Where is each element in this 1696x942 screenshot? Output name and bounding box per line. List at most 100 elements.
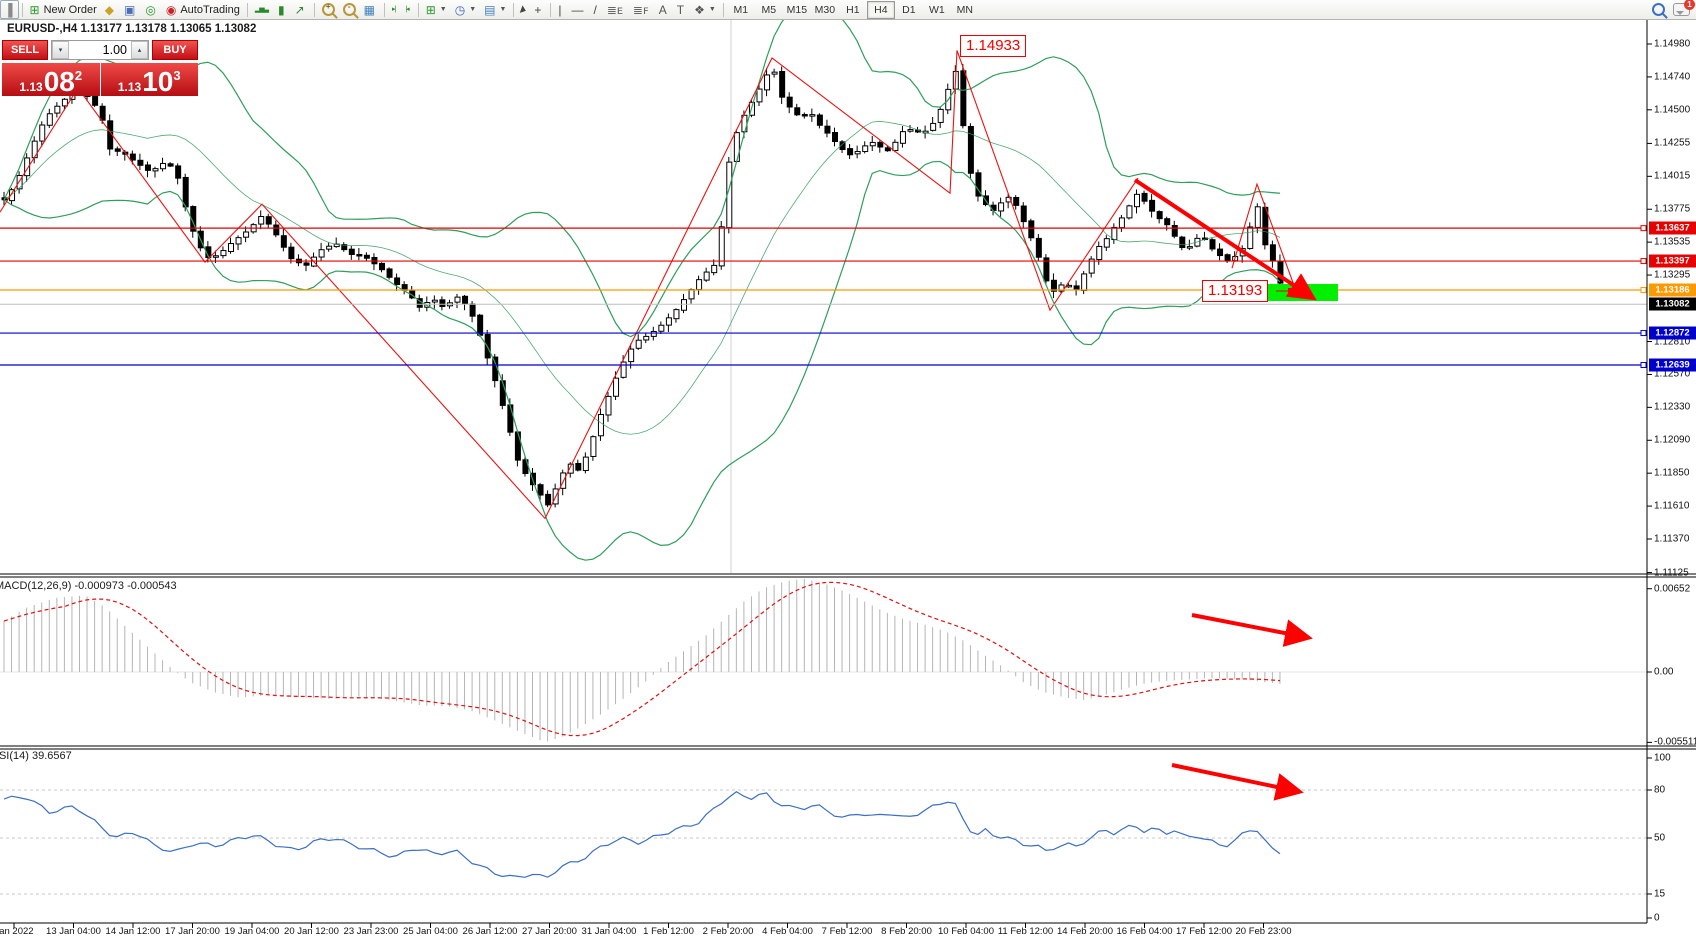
sell-price-panel[interactable]: 1.13 08 2: [2, 63, 100, 96]
trend-arrow-rsi[interactable]: [1171, 763, 1304, 801]
search-icon[interactable]: [1652, 3, 1665, 16]
volume-input[interactable]: [69, 41, 131, 59]
axis-date-label: 23 Jan 23:00: [343, 926, 399, 937]
axis-price-tick: -0.005511: [1654, 736, 1696, 748]
sell-price-prefix: 1.13: [19, 80, 43, 94]
current-price-badge: 1.13082: [1649, 297, 1696, 311]
volume-increase-button[interactable]: ▴: [131, 41, 148, 59]
horizontal-line-icon[interactable]: —: [568, 0, 590, 19]
tile-windows-icon[interactable]: ▦: [360, 0, 381, 19]
fibonacci-icon[interactable]: ≣ꜰ: [629, 0, 655, 19]
zoom-out-icon-glyph: -: [342, 2, 356, 16]
price-annotation-support[interactable]: 1.13193: [1202, 280, 1269, 302]
timeframe-button-m15[interactable]: M15: [786, 3, 808, 16]
fibonacci-icon-glyph: ≣ꜰ: [632, 2, 649, 17]
timeframe-button-d1[interactable]: D1: [902, 3, 916, 16]
axis-price-tick: 1.12330: [1654, 401, 1691, 413]
chart-partial-icon-glyph: ▐: [4, 2, 13, 17]
axis-price-tick: 1.12090: [1654, 434, 1691, 446]
equidistant-channel-icon[interactable]: ≣ᴇ: [603, 0, 629, 19]
volume-decrease-button[interactable]: ▾: [52, 41, 69, 59]
timeframe-button-h1[interactable]: H1: [846, 3, 860, 16]
axis-date-label: 31 Jan 04:00: [581, 926, 637, 937]
zoom-out-icon[interactable]: -: [339, 0, 360, 19]
new-order-button-glyph: ⊞: [29, 2, 40, 17]
periods-icon-dropdown[interactable]: ▼: [469, 6, 477, 13]
axis-price-tick: 1.11610: [1654, 500, 1690, 512]
auto-scroll-icon[interactable]: ▸|: [388, 0, 401, 19]
zoom-in-icon[interactable]: +: [318, 0, 339, 19]
axis-date-label: 19 Jan 04:00: [224, 926, 280, 937]
timeframe-button-m30[interactable]: M30: [814, 3, 836, 16]
text-icon[interactable]: A: [655, 0, 673, 19]
axis-date-label: Jan 2022: [0, 926, 34, 937]
axis-date-label: 26 Jan 12:00: [462, 926, 518, 937]
new-chart-icon[interactable]: ⊞ ▼: [422, 0, 451, 19]
cursor-icon[interactable]: [517, 0, 530, 19]
price-annotation-high[interactable]: 1.14933: [960, 35, 1027, 57]
trend-arrow-macd[interactable]: [1191, 613, 1313, 647]
line-chart-icon-glyph: ↗: [294, 2, 305, 17]
axis-price-tick: 0.00: [1654, 666, 1674, 678]
expert-advisors-icon-glyph: ▣: [124, 2, 136, 17]
crosshair-icon[interactable]: +: [530, 0, 547, 19]
arrows-icon-dropdown[interactable]: ▼: [708, 6, 716, 13]
buy-button[interactable]: BUY: [152, 40, 198, 60]
axis-price-tick: 50: [1654, 832, 1666, 844]
axis-price-tick: 1.13295: [1654, 269, 1691, 281]
signals-icon[interactable]: ◎: [141, 0, 161, 19]
axis-date-label: 16 Feb 04:00: [1116, 926, 1173, 937]
axis-price-tick: 1.13775: [1654, 203, 1691, 215]
templates-icon[interactable]: ▤ ▼: [480, 0, 510, 19]
sell-price-big: 08: [43, 66, 75, 97]
trendline-icon[interactable]: /: [590, 0, 603, 19]
axis-date-label: 17 Feb 12:00: [1176, 926, 1232, 937]
text-icon-glyph: A: [658, 2, 667, 17]
templates-icon-dropdown[interactable]: ▼: [499, 6, 507, 13]
timeframe-button-mn[interactable]: MN: [956, 3, 974, 16]
axis-date-label: 13 Jan 04:00: [46, 926, 101, 937]
axis-date-label: 25 Jan 04:00: [403, 926, 458, 937]
buy-price-panel[interactable]: 1.13 10 3: [100, 63, 198, 96]
chart-shift-icon[interactable]: |◂: [401, 0, 414, 19]
trendline-icon-glyph: /: [593, 2, 597, 17]
arrows-icon[interactable]: ❖ ▼: [690, 0, 720, 19]
text-label-icon[interactable]: T: [673, 0, 690, 19]
vertical-line-icon[interactable]: |: [554, 0, 567, 19]
notifications-icon[interactable]: 1: [1673, 0, 1695, 16]
axis-price-tick: 1.11125: [1654, 567, 1689, 579]
trend-arrow-main[interactable]: [1133, 178, 1317, 301]
bar-chart-icon[interactable]: ▂▅▃: [251, 0, 274, 19]
notification-badge: 1: [1684, 0, 1695, 10]
price-line-badge: 1.12639: [1649, 358, 1696, 372]
axis-price-tick: 1.14980: [1654, 38, 1691, 50]
axis-price-tick: 1.12810: [1654, 336, 1691, 348]
sell-price-pip: 2: [74, 68, 83, 83]
timeframe-button-m1[interactable]: M1: [733, 3, 749, 16]
vertical-line-icon-glyph: |: [558, 2, 562, 17]
axis-price-tick: 1.11370: [1654, 533, 1690, 545]
signals-icon-glyph: ◎: [145, 2, 156, 17]
timeframe-button-w1[interactable]: W1: [928, 3, 945, 16]
line-chart-icon[interactable]: ↗: [291, 0, 311, 19]
sell-button[interactable]: SELL: [2, 40, 48, 60]
price-line-badge: 1.13186: [1649, 283, 1696, 297]
timeframe-button-h4[interactable]: H4: [866, 0, 895, 19]
periods-icon[interactable]: ◷ ▼: [451, 0, 480, 19]
autotrading-button[interactable]: ◉ AutoTrading: [162, 0, 244, 19]
new-order-button[interactable]: ⊞ New Order: [26, 0, 101, 19]
toolbar-separator: [513, 2, 515, 17]
axis-date-label: 2 Feb 20:00: [702, 926, 754, 937]
new-chart-icon-dropdown[interactable]: ▼: [439, 6, 447, 13]
periods-icon-glyph: ◷: [454, 2, 466, 17]
chart-partial-icon: ▐: [0, 0, 19, 19]
candlestick-icon[interactable]: ▮: [274, 0, 291, 19]
history-center-icon[interactable]: ◆: [101, 0, 120, 19]
timeframe-button-m5[interactable]: M5: [761, 3, 777, 16]
axis-price-tick: 100: [1654, 752, 1671, 764]
new-order-button-label: New Order: [43, 3, 97, 16]
price-line-badge: 1.13397: [1649, 254, 1696, 268]
expert-advisors-icon[interactable]: ▣: [120, 0, 141, 19]
